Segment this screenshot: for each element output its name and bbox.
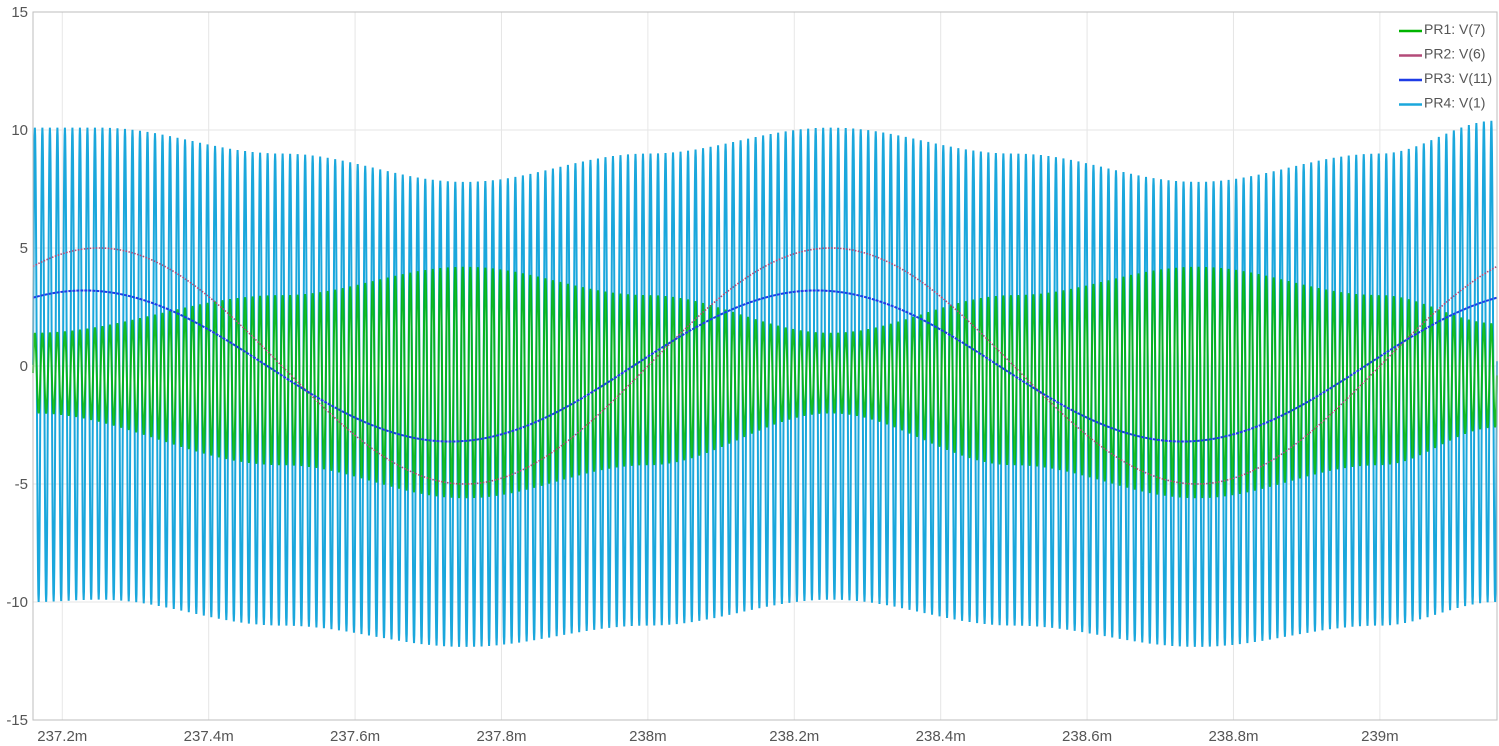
y-tick-label: 5 [20, 240, 28, 257]
y-tick-label: 10 [11, 122, 28, 139]
x-tick-label: 237.2m [37, 728, 87, 745]
plot-area [32, 120, 1498, 647]
y-tick-label: -15 [6, 712, 28, 729]
x-tick-label: 238m [629, 728, 667, 745]
series-line-pr2 [32, 247, 1498, 485]
legend-item[interactable]: PR1: V(7) [1399, 21, 1485, 37]
x-tick-label: 237.6m [330, 728, 380, 745]
x-tick-label: 238.8m [1208, 728, 1258, 745]
y-axis-ticks: -15 -10 -5 0 5 10 15 [6, 4, 28, 729]
x-axis-ticks: 237.2m 237.4m 237.6m 237.8m 238m 238.2m 238.4m… [37, 728, 1398, 745]
x-tick-label: 237.4m [184, 728, 234, 745]
x-tick-label: 238.4m [916, 728, 966, 745]
y-tick-label: -5 [15, 476, 28, 493]
legend-item[interactable]: PR2: V(6) [1399, 46, 1485, 62]
series-line-pr3 [32, 289, 1498, 443]
series-line-pr1 [32, 266, 1498, 499]
x-tick-label: 237.8m [476, 728, 526, 745]
x-tick-label: 238.6m [1062, 728, 1112, 745]
y-tick-label: -10 [6, 594, 28, 611]
legend[interactable]: PR1: V(7) PR2: V(6) PR3: V(11) PR4: V(1) [1399, 21, 1492, 111]
y-tick-label: 15 [11, 4, 28, 21]
x-tick-label: 238.2m [769, 728, 819, 745]
legend-label: PR1: V(7) [1424, 21, 1485, 37]
x-tick-label: 239m [1361, 728, 1399, 745]
plot-frame [32, 11, 1498, 721]
legend-label: PR4: V(1) [1424, 95, 1485, 111]
y-tick-label: 0 [20, 358, 28, 375]
legend-label: PR3: V(11) [1424, 70, 1492, 86]
legend-item[interactable]: PR3: V(11) [1399, 70, 1492, 86]
legend-item[interactable]: PR4: V(1) [1399, 95, 1485, 111]
legend-label: PR2: V(6) [1424, 46, 1485, 62]
